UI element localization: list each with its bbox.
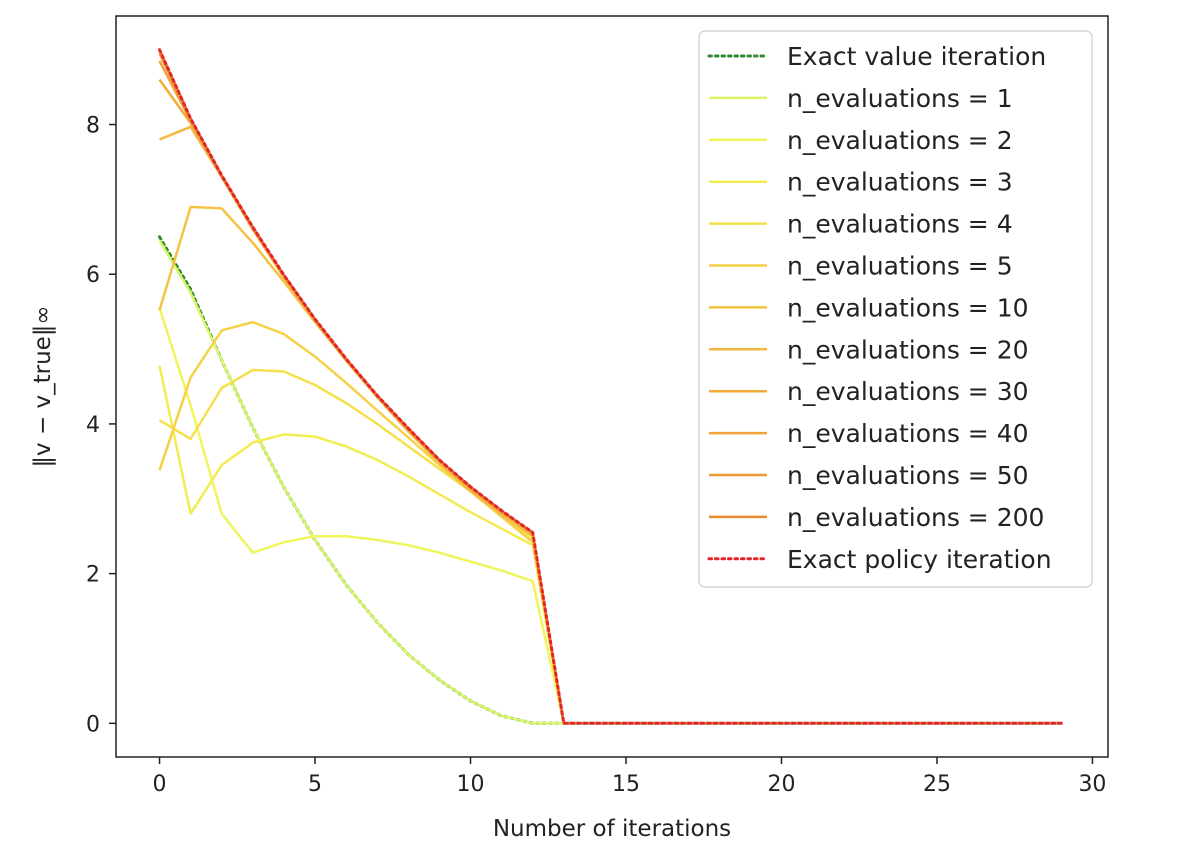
y-tick-label: 8 [86,114,100,139]
y-tick-label: 2 [86,563,100,588]
legend-label: n_evaluations = 30 [787,377,1029,406]
series-line-12 [158,48,1063,725]
legend-label: n_evaluations = 40 [787,419,1029,448]
x-tick-label: 25 [923,772,951,797]
x-tick-label: 10 [457,772,485,797]
legend-label: n_evaluations = 2 [787,126,1013,155]
legend-label: n_evaluations = 1 [787,84,1013,113]
legend: Exact value iteration n_evaluations = 1 n_… [698,30,1093,588]
plot-frame [115,15,1109,758]
legend-label: n_evaluations = 50 [787,461,1029,490]
legend-label: n_evaluations = 4 [787,210,1013,239]
y-tick-label: 6 [86,263,100,288]
series-layer [158,48,1063,725]
legend-label: n_evaluations = 5 [787,252,1013,281]
x-tick-label: 20 [767,772,795,797]
y-tick-label: 0 [86,712,100,737]
legend-label: n_evaluations = 200 [787,503,1044,532]
legend-label: n_evaluations = 20 [787,335,1029,364]
x-tick-label: 30 [1078,772,1106,797]
legend-box [698,30,1093,588]
x-tick-label: 15 [612,772,640,797]
x-axis-label: Number of iterations [493,816,731,842]
legend-label: n_evaluations = 3 [787,168,1013,197]
legend-label: Exact policy iteration [787,545,1052,574]
x-tick-label: 5 [308,772,322,797]
legend-label: Exact value iteration [787,42,1046,71]
legend-label: n_evaluations = 10 [787,293,1029,322]
y-axis-label: ‖v − v_true‖∞ [30,306,56,468]
y-tick-label: 4 [86,413,100,438]
x-tick-label: 0 [153,772,167,797]
ticks-layer: 0 5 10 15 20 25 30 0 2 4 6 8 [86,114,1106,797]
